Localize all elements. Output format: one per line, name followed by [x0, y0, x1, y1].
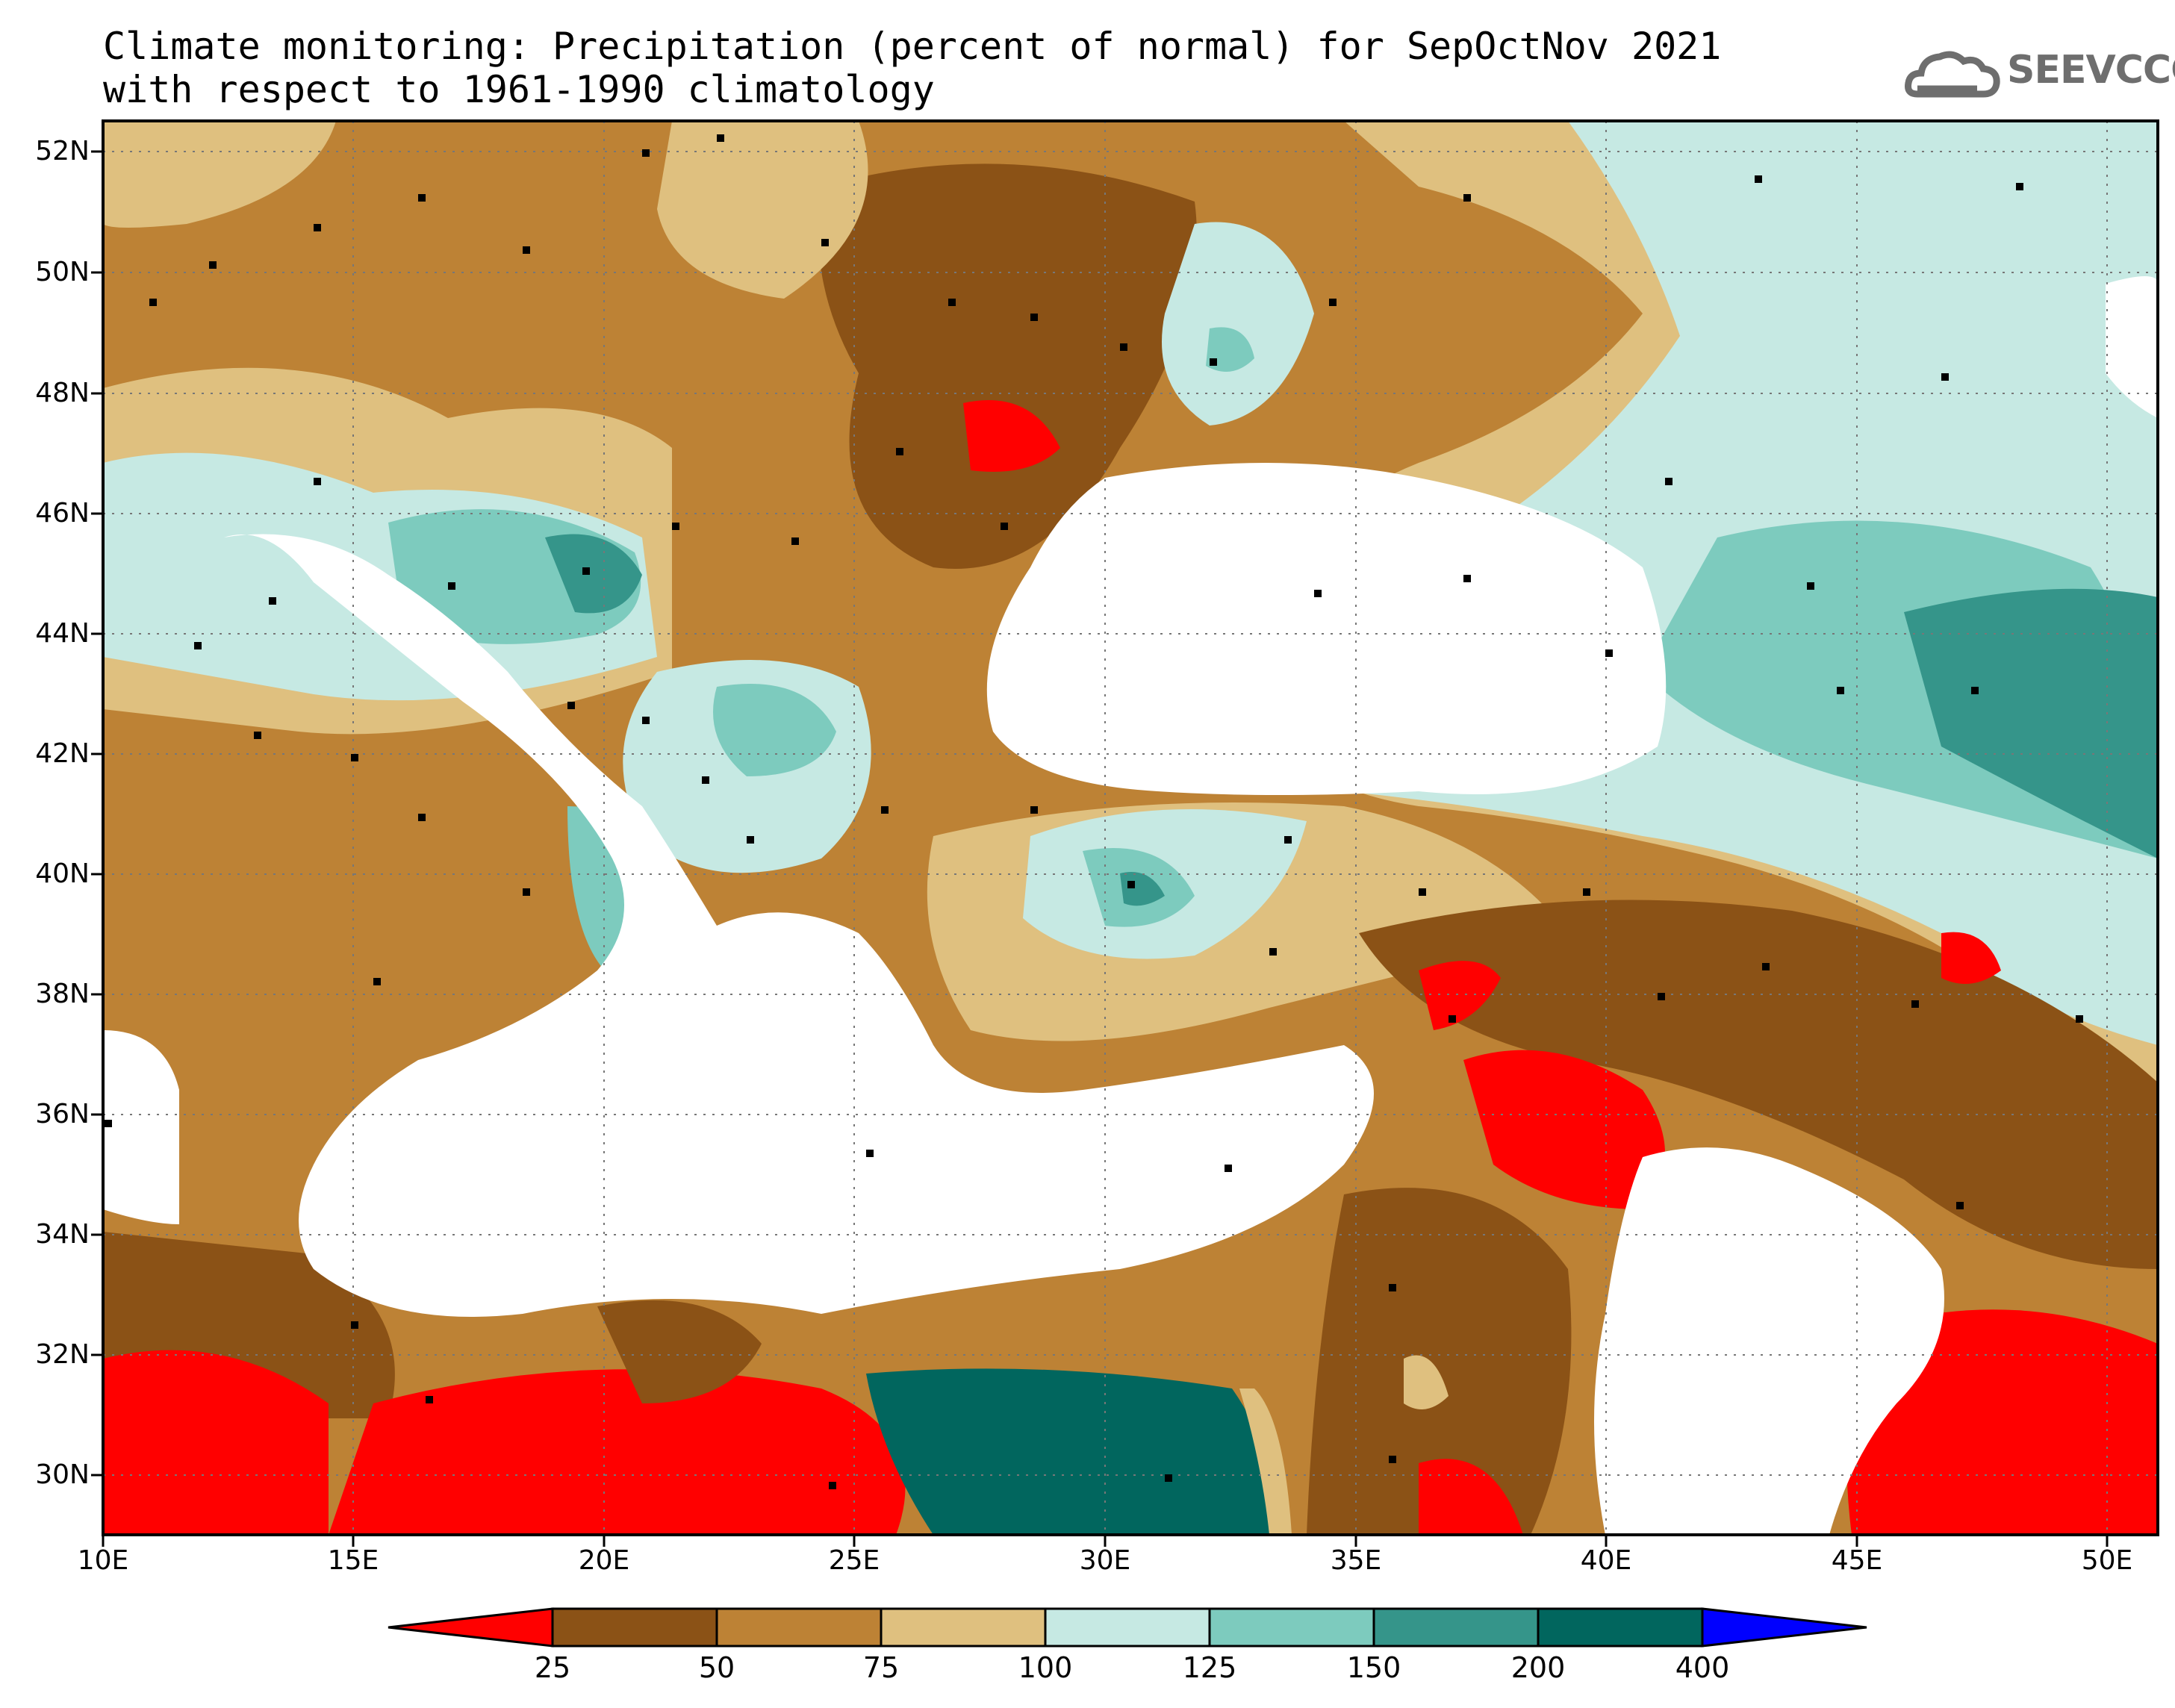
colorbar-label: 50 [698, 1651, 735, 1684]
colorbar-label: 100 [1018, 1651, 1073, 1684]
lat-label: 36N [35, 1099, 90, 1129]
lat-label: 32N [35, 1339, 90, 1370]
lat-label: 34N [35, 1219, 90, 1250]
lat-label: 38N [35, 979, 90, 1009]
lon-label: 10E [77, 1545, 129, 1576]
chart-title-line-1: Climate monitoring: Precipitation (perce… [103, 25, 1722, 68]
cloud-icon [1905, 51, 2000, 98]
lon-label: 15E [327, 1545, 379, 1576]
axis-ticks [91, 150, 2109, 1547]
lon-label: 30E [1079, 1545, 1131, 1576]
lat-label: 50N [35, 257, 90, 287]
graticule [103, 121, 2158, 1535]
lat-label: 52N [35, 136, 90, 166]
colorbar-label: 150 [1346, 1651, 1401, 1684]
station-markers [105, 134, 2083, 1489]
colorbar-label: 400 [1675, 1651, 1730, 1684]
lat-label: 44N [35, 618, 90, 649]
logo-text: SEEVCCC [2007, 48, 2175, 93]
lat-label: 46N [35, 498, 90, 529]
lon-label: 40E [1580, 1545, 1632, 1576]
lat-label: 30N [35, 1459, 90, 1490]
lon-label: 50E [2081, 1545, 2133, 1576]
lon-label: 35E [1330, 1545, 1382, 1576]
colorbar-label: 200 [1510, 1651, 1566, 1684]
colorbar [388, 1607, 1867, 1648]
lon-label: 20E [578, 1545, 630, 1576]
lon-label: 45E [1831, 1545, 1883, 1576]
colorbar-label: 125 [1182, 1651, 1237, 1684]
lon-label: 25E [828, 1545, 880, 1576]
lat-label: 40N [35, 858, 90, 889]
seevccc-logo: SEEVCCC [1902, 42, 2175, 109]
colorbar-label: 25 [534, 1651, 571, 1684]
plot-frame [102, 119, 2159, 1536]
lat-label: 48N [35, 378, 90, 408]
lat-label: 42N [35, 738, 90, 769]
chart-title-line-2: with respect to 1961-1990 climatology [103, 68, 935, 111]
colorbar-label: 75 [862, 1651, 900, 1684]
